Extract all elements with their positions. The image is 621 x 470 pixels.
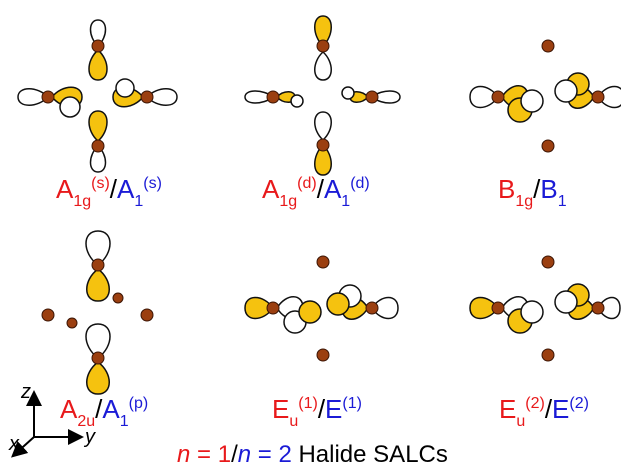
- diagram-eu1: [244, 255, 399, 362]
- halide-atom: [91, 139, 105, 153]
- halide-atom: [365, 90, 379, 104]
- x-axis-label: x: [8, 433, 20, 455]
- orbital-lobe-filled: [469, 296, 499, 320]
- orbital-lobe-empty: [89, 19, 107, 48]
- halide-atom: [91, 351, 105, 365]
- orbital-lobe-filled: [244, 296, 274, 320]
- orbital-lobe-empty: [341, 86, 355, 100]
- axis-triad: [11, 390, 84, 458]
- label-a1g-d-a1-d: A1g(d)/A1(d): [262, 174, 370, 210]
- diagram-a1g-s: [17, 19, 178, 173]
- halide-atom: [316, 348, 330, 362]
- orbital-lobe-filled: [88, 49, 108, 81]
- orbital-lobe-empty: [371, 296, 399, 320]
- halide-atom: [591, 301, 605, 315]
- halide-atom: [266, 301, 280, 315]
- orbital-lobe-empty: [59, 96, 81, 118]
- orbital-lobe-filled: [314, 15, 332, 48]
- orbital-lobe-empty: [17, 88, 50, 106]
- orbital-lobe-empty: [314, 50, 332, 81]
- orbital-lobe-empty: [85, 323, 111, 359]
- halide-atom: [541, 139, 555, 153]
- orbital-lobe-empty: [597, 296, 621, 320]
- label-a2u-a1-p: A2u/A1(p): [60, 394, 148, 430]
- halide-atom: [91, 39, 105, 53]
- orbital-lobe-empty: [597, 85, 621, 109]
- orbital-lobe-empty: [115, 78, 135, 98]
- halide-atom: [41, 90, 55, 104]
- orbital-lobe-empty: [554, 290, 578, 314]
- diagram-b1g: [469, 39, 621, 153]
- label-eu2-e2: Eu(2)/E(2): [499, 394, 589, 430]
- orbital-lobe-empty: [469, 85, 499, 109]
- halide-atom: [66, 317, 78, 329]
- halide-atom: [266, 90, 280, 104]
- halide-atom: [316, 255, 330, 269]
- orbital-lobe-empty: [520, 89, 544, 113]
- orbital-lobe-filled: [86, 361, 110, 395]
- orbital-lobe-empty: [244, 90, 275, 104]
- orbital-lobe-filled: [298, 300, 322, 324]
- x-axis-arrow: [11, 436, 35, 458]
- halide-atom: [541, 348, 555, 362]
- halide-atom: [316, 138, 330, 152]
- halide-atom: [140, 90, 154, 104]
- orbital-lobe-empty: [370, 90, 401, 104]
- halide-atom: [541, 255, 555, 269]
- y-axis-label: y: [83, 426, 96, 448]
- halide-atom: [541, 39, 555, 53]
- orbital-lobe-empty: [85, 230, 111, 266]
- halide-atom: [491, 90, 505, 104]
- orbital-lobe-empty: [89, 144, 107, 173]
- halide-atom: [140, 308, 154, 322]
- orbital-lobe-empty: [290, 94, 304, 108]
- diagram-a2u: [41, 230, 154, 395]
- orbital-lobe-filled: [326, 292, 350, 316]
- diagram-eu2: [469, 255, 621, 362]
- caption: n = 1/n = 2 Halide SALCs: [177, 441, 448, 468]
- halide-atom: [41, 308, 55, 322]
- label-a1g-s-a1-s: A1g(s)/A1(s): [56, 174, 162, 210]
- halide-atom: [365, 301, 379, 315]
- z-axis-label: z: [20, 381, 31, 403]
- halide-atom: [491, 301, 505, 315]
- halide-atom: [91, 258, 105, 272]
- orbital-lobe-filled: [88, 110, 108, 142]
- halide-atom: [316, 39, 330, 53]
- orbital-lobe-empty: [145, 88, 178, 106]
- halide-atom: [112, 292, 124, 304]
- orbital-lobe-filled: [314, 143, 332, 176]
- orbital-lobe-empty: [554, 79, 578, 103]
- orbital-lobe-empty: [520, 300, 544, 324]
- label-b1g-b1: B1g/B1: [498, 174, 567, 210]
- orbital-lobe-empty: [314, 111, 332, 142]
- halide-atom: [591, 90, 605, 104]
- diagram-a1g-d: [244, 15, 401, 176]
- orbital-lobe-filled: [86, 268, 110, 302]
- label-eu1-e1: Eu(1)/E(1): [272, 394, 362, 430]
